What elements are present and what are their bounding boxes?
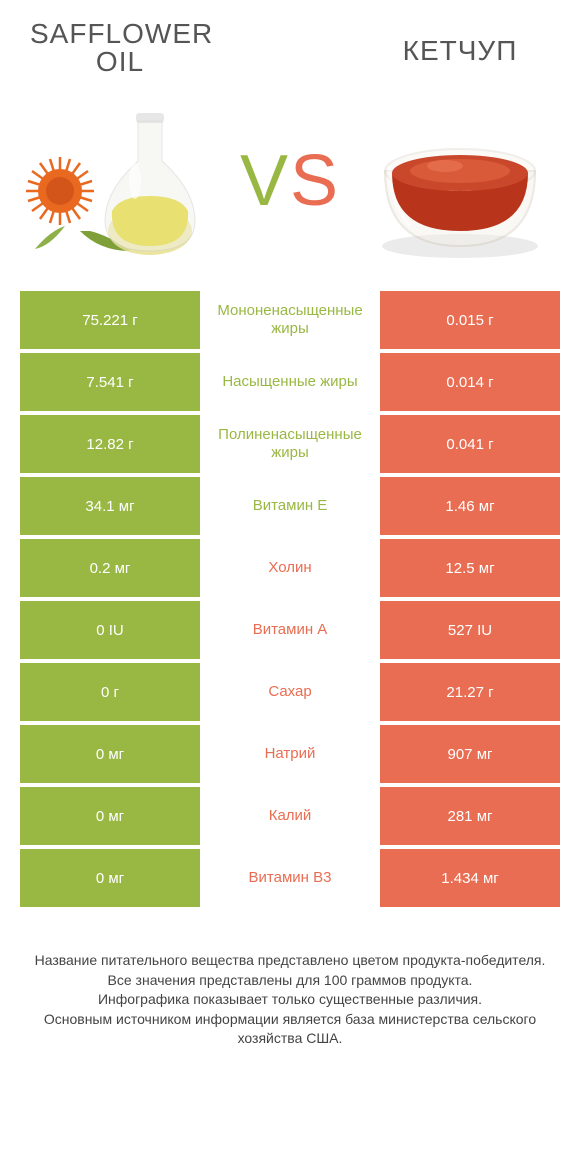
right-value-cell: 1.434 мг bbox=[380, 849, 560, 907]
product-images-row: VS bbox=[0, 91, 580, 291]
vs-v: V bbox=[240, 141, 290, 221]
nutrient-label: Насыщенные жиры bbox=[200, 353, 380, 411]
right-value-cell: 12.5 мг bbox=[380, 539, 560, 597]
nutrient-label: Мононенасыщенные жиры bbox=[200, 291, 380, 349]
nutrient-label: Натрий bbox=[200, 725, 380, 783]
table-row: 34.1 мгВитамин E1.46 мг bbox=[20, 477, 560, 535]
title-left: SAFFLOWER OIL bbox=[30, 20, 210, 76]
footer-line-3: Инфографика показывает только существенн… bbox=[30, 990, 550, 1010]
right-value-cell: 0.015 г bbox=[380, 291, 560, 349]
left-value-cell: 0 г bbox=[20, 663, 200, 721]
left-value-cell: 0.2 мг bbox=[20, 539, 200, 597]
footer-line-2: Все значения представлены для 100 граммо… bbox=[30, 971, 550, 991]
vs-s: S bbox=[290, 141, 340, 221]
comparison-table: 75.221 гМононенасыщенные жиры0.015 г7.54… bbox=[0, 291, 580, 907]
left-value-cell: 0 IU bbox=[20, 601, 200, 659]
left-value-cell: 12.82 г bbox=[20, 415, 200, 473]
left-value-cell: 34.1 мг bbox=[20, 477, 200, 535]
nutrient-label: Витамин E bbox=[200, 477, 380, 535]
footer-line-1: Название питательного вещества представл… bbox=[30, 951, 550, 971]
safflower-oil-image bbox=[20, 101, 220, 261]
right-value-cell: 0.014 г bbox=[380, 353, 560, 411]
ketchup-image bbox=[360, 101, 560, 261]
left-value-cell: 0 мг bbox=[20, 725, 200, 783]
table-row: 0 IUВитамин A527 IU bbox=[20, 601, 560, 659]
footer-notes: Название питательного вещества представл… bbox=[0, 911, 580, 1069]
footer-line-4: Основным источником информации является … bbox=[30, 1010, 550, 1049]
nutrient-label: Витамин A bbox=[200, 601, 380, 659]
table-row: 0 гСахар21.27 г bbox=[20, 663, 560, 721]
right-value-cell: 907 мг bbox=[380, 725, 560, 783]
left-value-cell: 0 мг bbox=[20, 787, 200, 845]
right-value-cell: 21.27 г bbox=[380, 663, 560, 721]
right-value-cell: 281 мг bbox=[380, 787, 560, 845]
right-value-cell: 0.041 г bbox=[380, 415, 560, 473]
header: SAFFLOWER OIL КЕТЧУП bbox=[0, 0, 580, 91]
left-value-cell: 0 мг bbox=[20, 849, 200, 907]
nutrient-label: Полиненасыщенные жиры bbox=[200, 415, 380, 473]
table-row: 0 мгКалий281 мг bbox=[20, 787, 560, 845]
nutrient-label: Калий bbox=[200, 787, 380, 845]
right-value-cell: 1.46 мг bbox=[380, 477, 560, 535]
nutrient-label: Холин bbox=[200, 539, 380, 597]
table-row: 12.82 гПолиненасыщенные жиры0.041 г bbox=[20, 415, 560, 473]
table-row: 7.541 гНасыщенные жиры0.014 г bbox=[20, 353, 560, 411]
table-row: 0 мгНатрий907 мг bbox=[20, 725, 560, 783]
right-value-cell: 527 IU bbox=[380, 601, 560, 659]
nutrient-label: Сахар bbox=[200, 663, 380, 721]
table-row: 0.2 мгХолин12.5 мг bbox=[20, 539, 560, 597]
vs-label: VS bbox=[240, 140, 340, 222]
table-row: 0 мгВитамин B31.434 мг bbox=[20, 849, 560, 907]
nutrient-label: Витамин B3 bbox=[200, 849, 380, 907]
title-right: КЕТЧУП bbox=[370, 35, 550, 67]
left-value-cell: 75.221 г bbox=[20, 291, 200, 349]
left-value-cell: 7.541 г bbox=[20, 353, 200, 411]
table-row: 75.221 гМононенасыщенные жиры0.015 г bbox=[20, 291, 560, 349]
